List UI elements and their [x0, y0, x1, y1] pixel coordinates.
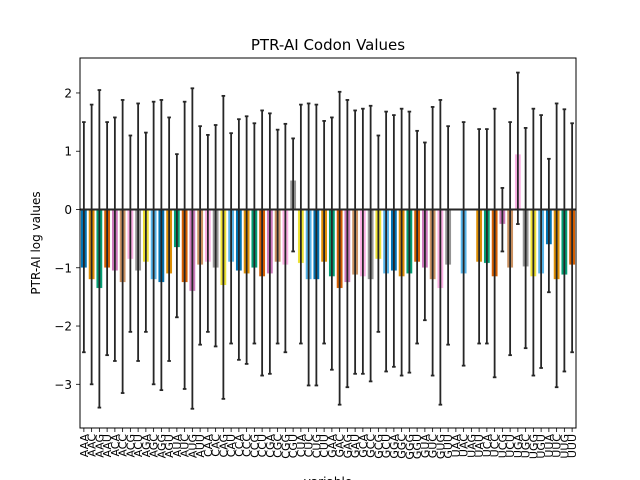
x-tick-label: UGA	[512, 434, 525, 459]
x-tick-label: GCC	[365, 434, 378, 458]
x-tick-label: CAG	[217, 434, 230, 458]
x-tick-label: GCA	[357, 434, 370, 458]
x-tick-label: AAA	[78, 434, 91, 458]
x-tick-label: UCA	[481, 434, 494, 458]
x-tick-label: CCC	[241, 434, 254, 457]
x-tick-label: UCG	[496, 434, 509, 458]
x-tick-label: ACU	[132, 434, 145, 457]
x-tick-label: GCG	[372, 434, 385, 459]
x-tick-label: GGG	[403, 434, 416, 460]
x-tick-label: AGC	[148, 434, 161, 458]
x-tick-label: CCG	[248, 434, 261, 458]
x-tick-label: CUG	[310, 434, 323, 458]
x-tick-label: CUC	[303, 434, 316, 458]
x-axis-label: variable	[304, 475, 352, 480]
x-tick-label: CAA	[202, 434, 215, 458]
x-tick-label: CGU	[287, 434, 300, 458]
x-tick-label: GAU	[349, 434, 362, 458]
x-tick-label: GUG	[434, 434, 447, 459]
x-tick-label: GUU	[442, 434, 455, 459]
x-tick-label: UGG	[527, 434, 540, 459]
x-tick-label: AUC	[179, 434, 192, 458]
x-tick-label: CCU	[256, 434, 269, 457]
x-tick-label: CCA	[233, 434, 246, 457]
x-tick-label: UAU	[473, 434, 486, 458]
x-tick-label: UUG	[558, 434, 571, 459]
x-tick-label: CGG	[279, 434, 292, 459]
x-tick-label: AAU	[101, 434, 114, 457]
x-tick-label: UGC	[520, 434, 533, 459]
x-tick-label: CUU	[318, 434, 331, 458]
x-tick-label: UAA	[450, 434, 463, 458]
errorbars-layer	[82, 71, 574, 410]
x-tick-label: AGU	[163, 434, 176, 458]
x-tick-label: GAG	[341, 434, 354, 458]
y-axis-label: PTR-AI log values	[29, 191, 43, 294]
x-tick-label: AUU	[194, 434, 207, 458]
x-tick-label: ACC	[117, 434, 130, 457]
y-tick-label: −2	[54, 320, 72, 334]
bars-layer	[80, 153, 576, 292]
x-axis: AAAAACAAGAAUACAACCACGACUAGAAGCAGGAGUAUAA…	[78, 428, 579, 460]
x-tick-label: GUC	[427, 434, 440, 459]
x-tick-label: CAU	[225, 434, 238, 457]
plot-frame	[79, 57, 577, 429]
x-tick-label: GCU	[380, 434, 393, 458]
x-tick-label: UAC	[458, 434, 471, 457]
y-tick-label: −1	[54, 261, 72, 275]
x-tick-label: AAG	[93, 434, 106, 458]
y-tick-label: −3	[54, 378, 72, 392]
x-tick-label: GGA	[388, 434, 401, 459]
x-tick-label: UUA	[543, 434, 556, 458]
y-axis: −3 −2 −1 0 1 2	[54, 86, 80, 392]
x-tick-label: AGA	[140, 434, 153, 458]
x-tick-label: AUG	[186, 434, 199, 458]
x-tick-label: CGC	[272, 434, 285, 458]
x-tick-label: UGU	[535, 434, 548, 459]
x-tick-label: GAA	[326, 434, 339, 458]
x-tick-label: GGC	[396, 434, 409, 459]
x-tick-label: CUA	[295, 434, 308, 458]
x-tick-label: GUA	[419, 434, 432, 459]
x-tick-label: CGA	[264, 434, 277, 458]
x-tick-label: AUA	[171, 434, 184, 458]
y-tick-label: 0	[64, 203, 72, 217]
x-tick-label: UUC	[551, 434, 564, 458]
x-tick-label: ACA	[109, 434, 122, 457]
x-tick-label: UCU	[504, 434, 517, 458]
x-tick-label: GGU	[411, 434, 424, 459]
x-tick-label: ACG	[124, 434, 137, 458]
x-tick-label: UCC	[489, 434, 502, 458]
x-tick-label: AGG	[155, 434, 168, 458]
x-tick-label: GAC	[334, 434, 347, 458]
x-tick-label: UAG	[465, 434, 478, 458]
chart-title: PTR-AI Codon Values	[251, 36, 405, 54]
x-tick-label: AAC	[86, 434, 99, 457]
x-tick-label: CAC	[210, 434, 223, 457]
x-tick-label: UUU	[566, 434, 579, 458]
y-tick-label: 1	[64, 145, 72, 159]
y-tick-label: 2	[64, 86, 72, 100]
